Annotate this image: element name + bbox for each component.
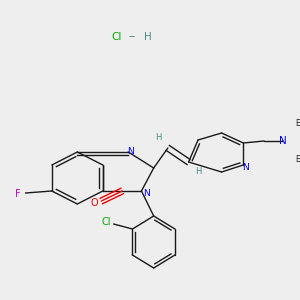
Text: H: H	[155, 134, 162, 142]
Text: H: H	[144, 32, 152, 42]
Text: F: F	[15, 189, 21, 199]
Text: Cl: Cl	[111, 32, 122, 42]
Text: O: O	[91, 198, 99, 208]
Text: Et: Et	[295, 154, 300, 164]
Text: N: N	[127, 146, 134, 155]
Text: N: N	[242, 164, 248, 172]
Text: N: N	[279, 136, 287, 146]
Text: –: –	[129, 31, 135, 44]
Text: H: H	[195, 167, 201, 176]
Text: Cl: Cl	[101, 217, 111, 227]
Text: N: N	[143, 188, 149, 197]
Text: Et: Et	[295, 118, 300, 127]
